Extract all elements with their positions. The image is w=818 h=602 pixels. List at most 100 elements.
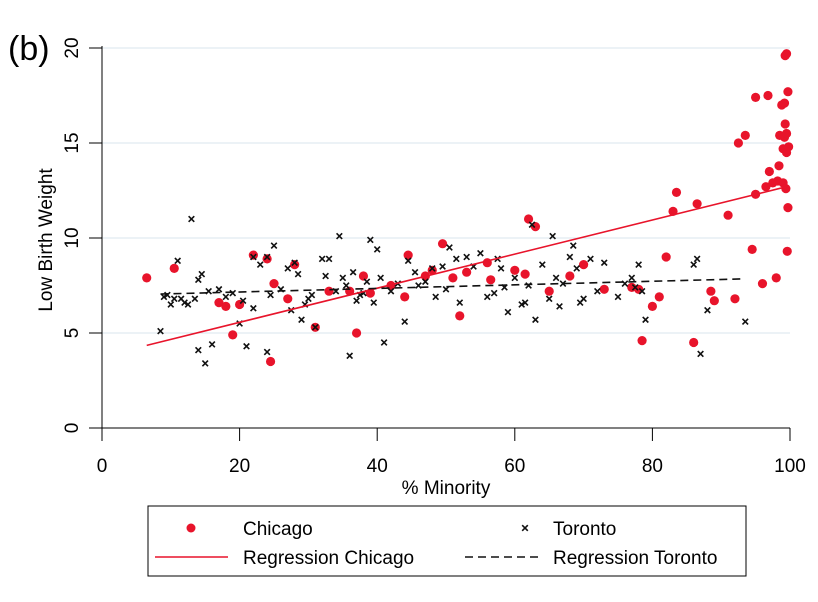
- cross-stroke: [559, 280, 567, 287]
- cross-stroke: [177, 295, 185, 303]
- toronto-point: [442, 285, 450, 293]
- toronto-point: [704, 306, 711, 314]
- toronto-point: [638, 287, 646, 295]
- chicago-point: [228, 330, 238, 340]
- chicago-point: [774, 161, 784, 171]
- toronto-point: [421, 278, 429, 286]
- toronto-point: [160, 293, 168, 301]
- chicago-point: [437, 239, 448, 249]
- cross-stroke: [322, 272, 329, 280]
- legend-chicago-marker: [186, 523, 196, 533]
- cross-stroke: [208, 341, 216, 348]
- x-ticks: 0 20 40 60 80 100: [97, 428, 806, 477]
- cross-stroke: [642, 316, 649, 324]
- toronto-point: [566, 253, 574, 261]
- toronto-point: [741, 318, 749, 325]
- chicago-point: [781, 128, 792, 139]
- toronto-point: [349, 268, 357, 276]
- series-toronto: [157, 215, 749, 367]
- cross-stroke: [184, 301, 192, 308]
- chicago-point: [358, 271, 369, 281]
- cross-stroke: [229, 289, 237, 297]
- legend-chicago-label: Chicago: [243, 519, 313, 540]
- cross-stroke: [528, 221, 536, 229]
- cross-stroke: [600, 259, 608, 267]
- toronto-point: [556, 303, 563, 310]
- cross-stroke: [566, 253, 574, 261]
- chicago-point: [462, 267, 472, 277]
- chicago-point: [455, 311, 465, 321]
- cross-stroke: [741, 318, 749, 325]
- chicago-point: [351, 328, 362, 338]
- toronto-point: [174, 257, 182, 265]
- toronto-point: [263, 348, 271, 356]
- toronto-point: [387, 287, 395, 295]
- toronto-point: [428, 265, 436, 272]
- y-tick-label: 15: [62, 132, 83, 153]
- cross-stroke: [504, 308, 512, 316]
- toronto-point: [229, 289, 237, 297]
- toronto-point: [318, 255, 326, 263]
- toronto-point: [401, 318, 409, 325]
- toronto-point: [511, 274, 519, 282]
- chicago-point: [761, 182, 771, 192]
- toronto-point: [587, 255, 594, 263]
- cross-stroke: [308, 291, 316, 299]
- cross-stroke: [339, 274, 347, 282]
- cross-stroke: [256, 261, 264, 268]
- toronto-point: [635, 261, 643, 268]
- cross-stroke: [198, 270, 206, 278]
- toronto-point: [339, 274, 347, 282]
- cross-stroke: [446, 244, 453, 251]
- toronto-point: [600, 259, 608, 267]
- toronto-point: [532, 316, 539, 324]
- cross-stroke: [377, 274, 385, 282]
- cross-stroke: [311, 323, 319, 331]
- toronto-point: [181, 299, 188, 306]
- cross-stroke: [401, 318, 409, 325]
- toronto-point: [157, 327, 164, 335]
- cross-stroke: [518, 301, 526, 308]
- toronto-point: [628, 274, 636, 282]
- cross-stroke: [263, 348, 271, 356]
- cross-stroke: [521, 524, 529, 532]
- toronto-point: [243, 342, 250, 350]
- gridlines: [102, 47, 790, 334]
- chicago-point: [403, 250, 413, 260]
- series-regression-toronto: [160, 278, 746, 295]
- chicago-point: [283, 294, 293, 304]
- cross-stroke: [428, 265, 436, 272]
- cross-stroke: [284, 265, 292, 272]
- cross-stroke: [270, 242, 278, 249]
- cross-stroke: [215, 285, 223, 293]
- cross-stroke: [370, 299, 378, 306]
- toronto-point: [573, 265, 581, 272]
- toronto-point: [270, 242, 278, 249]
- chicago-point: [248, 250, 258, 260]
- toronto-point: [642, 316, 649, 324]
- x-tick-label: 20: [229, 456, 250, 477]
- cross-stroke: [545, 295, 553, 303]
- chicago-point: [740, 130, 750, 140]
- cross-stroke: [363, 278, 371, 286]
- chicago-point: [730, 294, 740, 304]
- cross-stroke: [194, 276, 202, 284]
- toronto-point: [463, 253, 471, 261]
- toronto-point: [693, 255, 701, 263]
- toronto-point: [194, 346, 202, 354]
- cross-stroke: [404, 257, 412, 265]
- toronto-point: [198, 270, 206, 278]
- cross-stroke: [573, 265, 581, 272]
- chicago-point: [671, 187, 682, 197]
- cross-stroke: [318, 255, 326, 263]
- chicago-point: [262, 254, 272, 264]
- toronto-point: [452, 255, 460, 263]
- toronto-point: [291, 259, 299, 267]
- y-tick-label: 20: [62, 37, 83, 58]
- cross-stroke: [387, 287, 395, 295]
- chicago-point: [486, 275, 496, 285]
- chicago-point: [781, 49, 792, 59]
- toronto-point: [284, 265, 292, 272]
- axes: [101, 46, 790, 429]
- cross-stroke: [194, 346, 202, 354]
